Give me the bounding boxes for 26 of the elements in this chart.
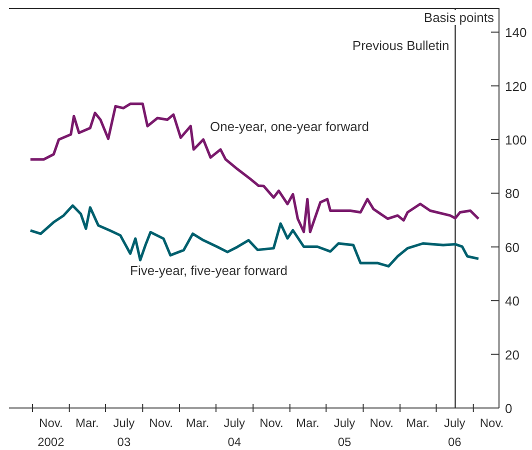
ref-line-label: Previous Bulletin bbox=[352, 38, 450, 53]
x-tick-label: Nov. bbox=[480, 416, 504, 430]
y-tick-label: 40 bbox=[505, 294, 520, 309]
x-tick-label: July 05 bbox=[334, 416, 356, 449]
y-tick-label: 80 bbox=[505, 186, 520, 202]
y-tick-label: 20 bbox=[505, 347, 520, 362]
y-tick-label: 140 bbox=[505, 25, 527, 40]
line-series bbox=[29, 102, 480, 234]
series-label: Five-year, five-year forward bbox=[130, 263, 288, 278]
x-tick-label: Nov. bbox=[149, 416, 173, 430]
x-tick-label: Mar. bbox=[186, 416, 210, 430]
x-tick-label: Mar. bbox=[406, 416, 430, 430]
y-axis-title: Basis points bbox=[422, 10, 496, 25]
y-tick-label: 60 bbox=[505, 240, 520, 255]
y-tick-label: 100 bbox=[505, 132, 527, 148]
series-label: One-year, one-year forward bbox=[210, 119, 369, 134]
x-tick-label: Mar. bbox=[75, 416, 99, 430]
y-tick-label: 0 bbox=[505, 401, 512, 416]
x-tick-label: Nov. 2002 bbox=[38, 416, 65, 449]
x-tick-label: July 03 bbox=[113, 416, 135, 449]
x-tick-label: Nov. bbox=[260, 416, 284, 430]
x-tick-label: July 06 bbox=[444, 416, 466, 449]
x-tick-label: Nov. bbox=[370, 416, 394, 430]
x-tick-label: Mar. bbox=[296, 416, 320, 430]
x-tick-label: July 04 bbox=[224, 416, 246, 449]
y-tick-label: 120 bbox=[505, 78, 527, 94]
